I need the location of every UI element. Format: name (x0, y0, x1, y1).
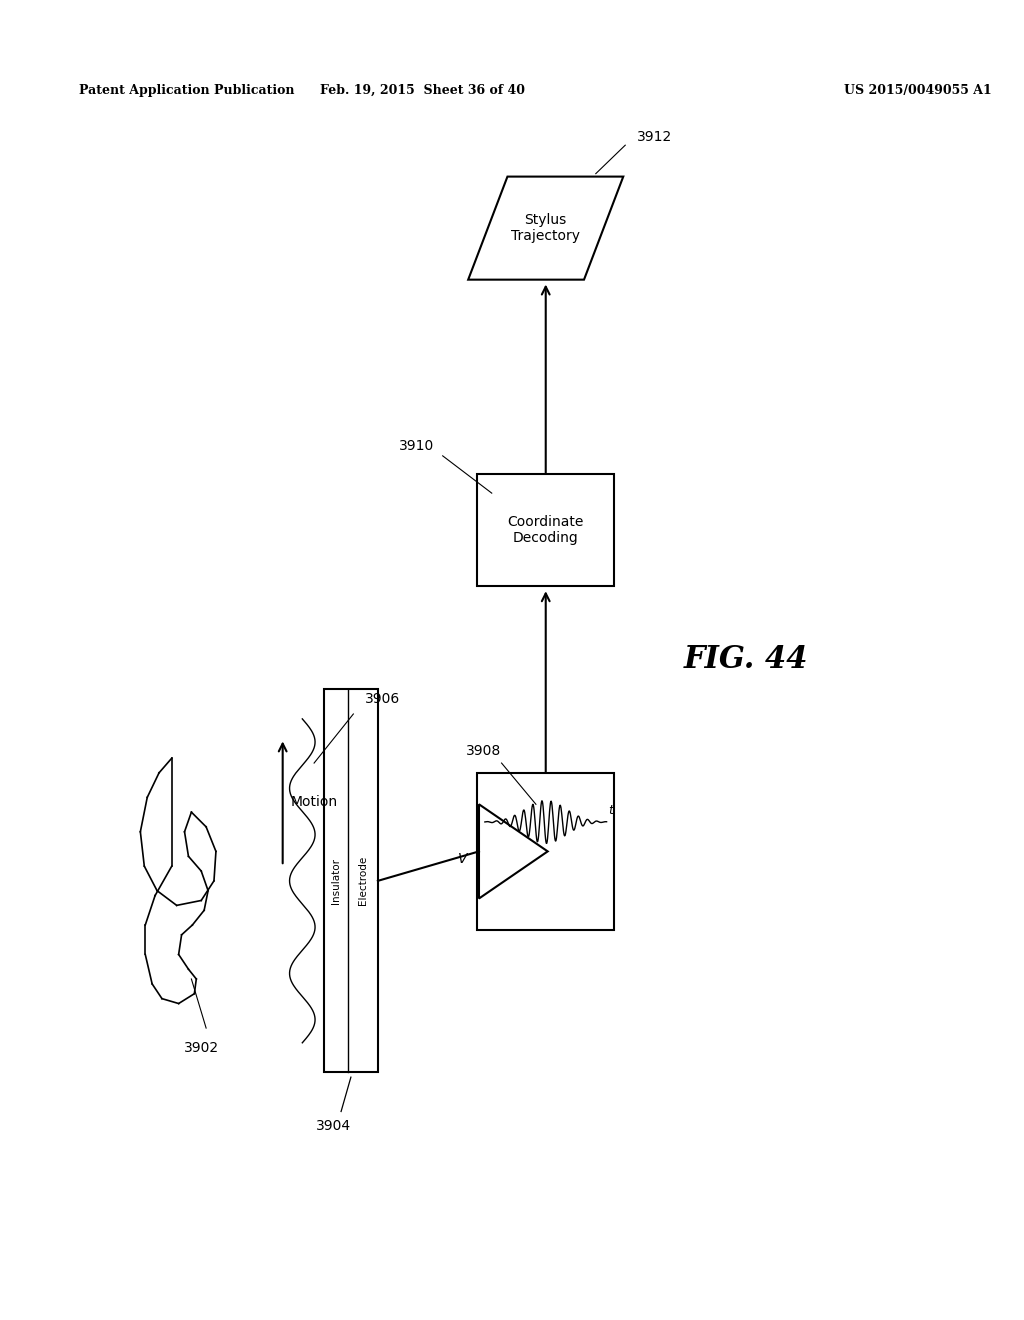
Bar (477, 774, 614, 929)
Bar (324, 689, 378, 1072)
Text: 3912: 3912 (637, 131, 673, 144)
Text: Motion: Motion (291, 796, 338, 809)
Text: Electrode: Electrode (358, 857, 369, 906)
Text: 3910: 3910 (398, 440, 434, 453)
Text: US 2015/0049055 A1: US 2015/0049055 A1 (844, 84, 992, 98)
Text: Stylus
Trajectory: Stylus Trajectory (511, 213, 581, 243)
Text: 3904: 3904 (315, 1119, 351, 1134)
Text: Patent Application Publication: Patent Application Publication (79, 84, 294, 98)
Text: Insulator: Insulator (331, 858, 341, 904)
Text: t: t (608, 804, 613, 817)
Text: Coordinate
Decoding: Coordinate Decoding (508, 515, 584, 545)
Text: Feb. 19, 2015  Sheet 36 of 40: Feb. 19, 2015 Sheet 36 of 40 (319, 84, 524, 98)
Text: 3906: 3906 (366, 692, 400, 706)
Text: 3902: 3902 (183, 1040, 219, 1055)
Text: V: V (458, 853, 467, 866)
Text: 3908: 3908 (466, 744, 502, 758)
Text: FIG. 44: FIG. 44 (684, 644, 808, 676)
Bar (477, 474, 614, 586)
